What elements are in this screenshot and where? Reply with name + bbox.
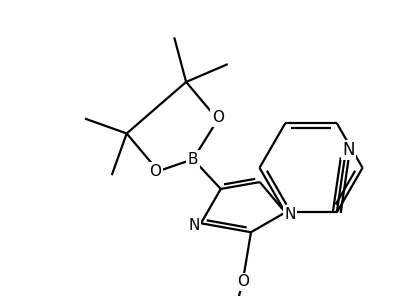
Text: B: B bbox=[188, 152, 198, 167]
Text: O: O bbox=[237, 274, 249, 289]
Text: N: N bbox=[189, 218, 200, 233]
Text: N: N bbox=[342, 141, 355, 159]
Text: N: N bbox=[285, 207, 296, 222]
Text: O: O bbox=[149, 164, 161, 178]
Text: O: O bbox=[212, 110, 224, 125]
